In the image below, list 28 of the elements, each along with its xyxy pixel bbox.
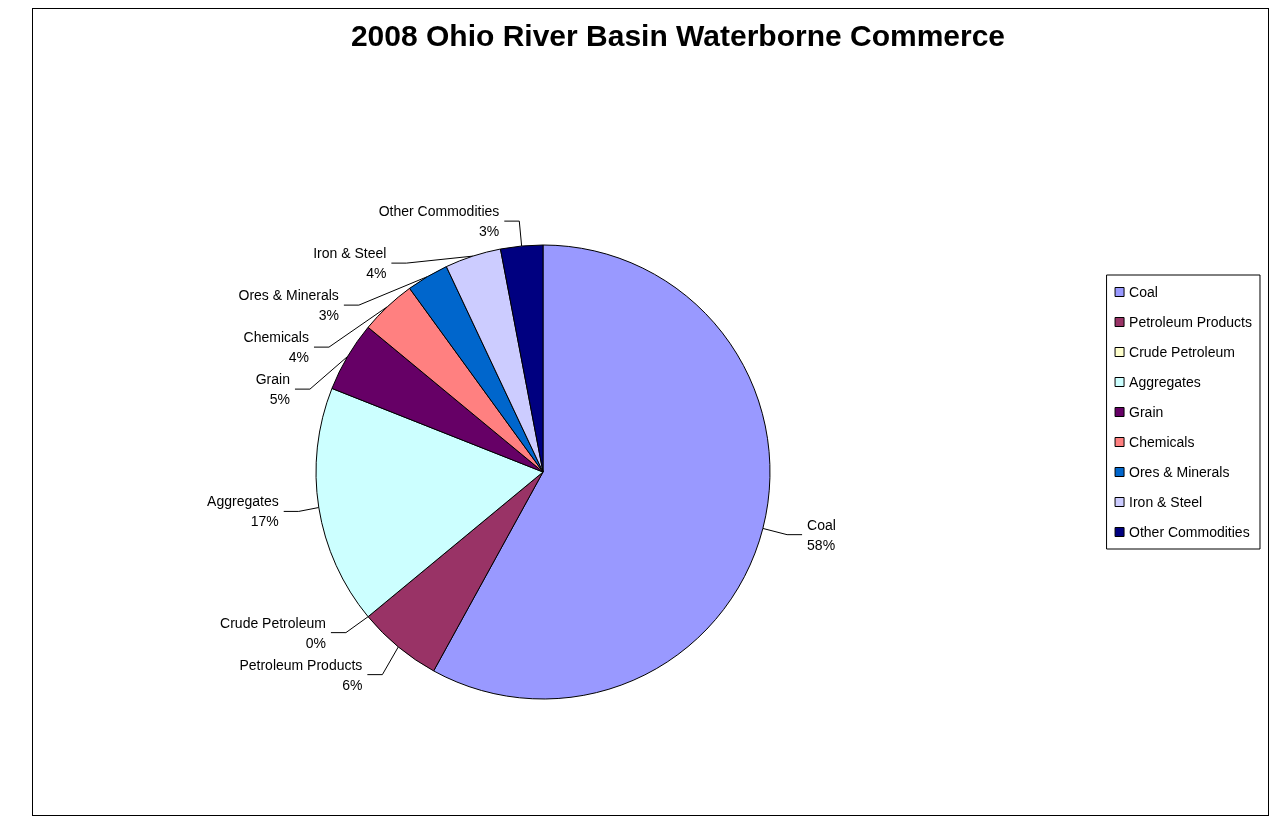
data-label: 3% xyxy=(479,223,500,240)
data-label: 5% xyxy=(269,391,290,408)
data-label: 3% xyxy=(318,307,339,324)
legend-label: Iron & Steel xyxy=(1129,494,1203,510)
slice-label: Other Commodities xyxy=(378,203,500,220)
data-label: 58% xyxy=(807,536,836,553)
slice-label: Coal xyxy=(807,516,836,533)
data-label: 17% xyxy=(250,513,279,530)
slice-label: Ores & Minerals xyxy=(238,287,339,304)
slice-label: Grain xyxy=(255,371,290,388)
legend-label: Aggregates xyxy=(1129,374,1201,390)
chart-title: 2008 Ohio River Basin Waterborne Commerce xyxy=(350,18,1006,52)
slice-label: Aggregates xyxy=(207,493,279,510)
data-label: 4% xyxy=(288,349,309,366)
slice-label: Petroleum Products xyxy=(239,656,363,673)
data-label: 6% xyxy=(342,676,363,693)
slice-label: Iron & Steel xyxy=(313,245,387,262)
legend-label: Coal xyxy=(1129,284,1158,300)
text: 0% xyxy=(305,634,326,651)
legend-label: Other Commodities xyxy=(1129,524,1250,540)
legend-label: Ores & Minerals xyxy=(1129,464,1230,480)
category-label: Crude Petroleum xyxy=(220,614,326,631)
legend-label: Grain xyxy=(1129,404,1164,420)
legend-label: Crude Petroleum xyxy=(1129,344,1235,360)
data-label: 4% xyxy=(366,265,387,282)
legend-label: Chemicals xyxy=(1129,434,1195,450)
legend-label: Petroleum Products xyxy=(1129,314,1253,330)
slice-label: Chemicals xyxy=(243,329,309,346)
